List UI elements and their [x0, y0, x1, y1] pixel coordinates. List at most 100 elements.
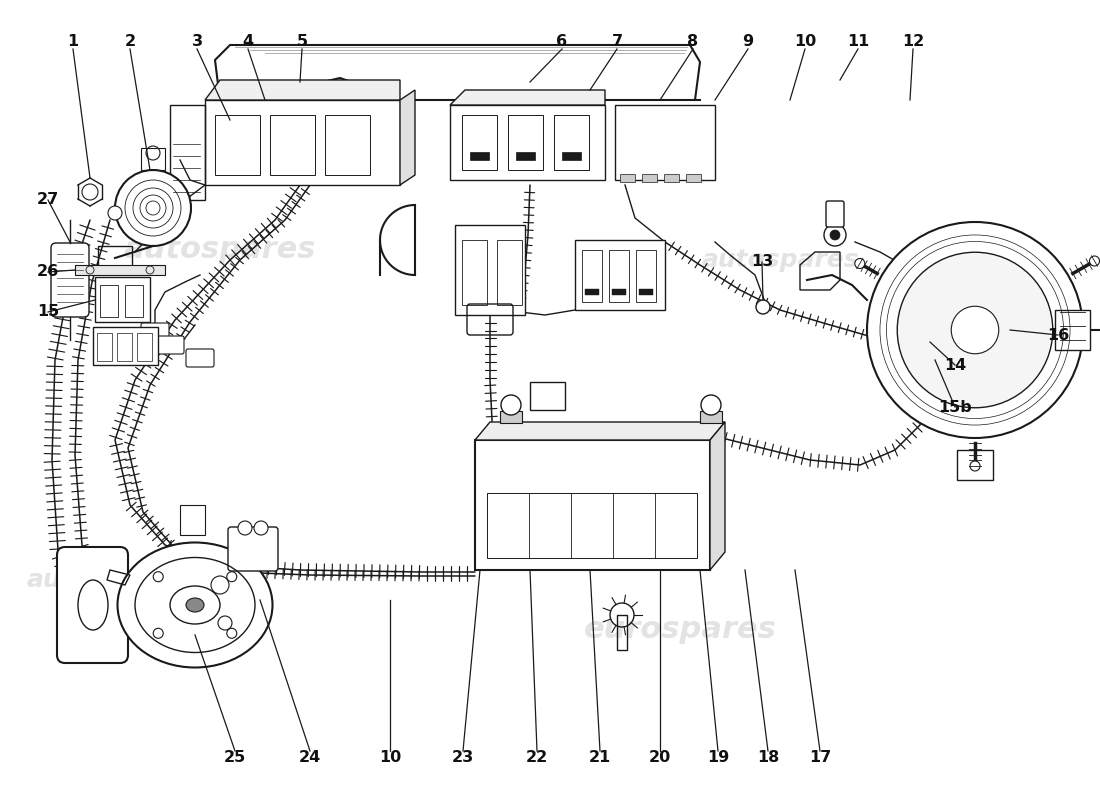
Text: 8: 8: [688, 34, 698, 50]
Bar: [205, 100, 400, 185]
Circle shape: [500, 395, 521, 415]
FancyBboxPatch shape: [156, 336, 184, 354]
Bar: [609, 250, 629, 302]
Circle shape: [701, 395, 721, 415]
Bar: [664, 174, 679, 182]
Bar: [138, 333, 152, 361]
Text: 2: 2: [124, 34, 135, 50]
Circle shape: [756, 300, 770, 314]
Circle shape: [830, 230, 840, 240]
FancyBboxPatch shape: [51, 243, 89, 317]
Bar: [75, 265, 165, 275]
Circle shape: [227, 572, 236, 582]
Bar: [180, 505, 205, 535]
Bar: [585, 289, 600, 295]
Bar: [562, 152, 581, 160]
Bar: [487, 493, 697, 558]
FancyBboxPatch shape: [826, 201, 844, 227]
Bar: [957, 450, 993, 480]
Text: eurospares: eurospares: [584, 615, 777, 645]
Bar: [450, 105, 605, 180]
Circle shape: [1089, 256, 1100, 266]
Text: 10: 10: [378, 750, 402, 766]
Text: 1: 1: [67, 34, 78, 50]
Bar: [125, 285, 143, 317]
FancyBboxPatch shape: [57, 547, 128, 663]
FancyBboxPatch shape: [575, 240, 666, 310]
Bar: [98, 246, 132, 270]
FancyBboxPatch shape: [455, 225, 525, 315]
Text: 15: 15: [37, 305, 59, 319]
Bar: [700, 411, 722, 423]
Circle shape: [153, 628, 163, 638]
Bar: [97, 333, 112, 361]
Text: 10: 10: [794, 34, 816, 50]
Polygon shape: [475, 422, 725, 440]
Polygon shape: [205, 80, 400, 100]
Text: 13: 13: [751, 254, 773, 270]
Circle shape: [116, 170, 191, 246]
Text: autospares: autospares: [124, 235, 316, 265]
Ellipse shape: [118, 542, 273, 667]
Text: 21: 21: [588, 750, 612, 766]
Bar: [100, 285, 118, 317]
Text: 16: 16: [1047, 327, 1069, 342]
Circle shape: [108, 206, 122, 220]
Bar: [117, 333, 132, 361]
Bar: [1055, 310, 1090, 350]
Bar: [617, 615, 627, 650]
Text: 27: 27: [37, 193, 59, 207]
Polygon shape: [710, 422, 725, 570]
Ellipse shape: [186, 598, 204, 612]
FancyBboxPatch shape: [228, 527, 278, 571]
Circle shape: [867, 222, 1084, 438]
Bar: [470, 152, 490, 160]
Polygon shape: [400, 90, 415, 185]
Text: 19: 19: [707, 750, 729, 766]
Bar: [462, 115, 497, 170]
Polygon shape: [450, 90, 605, 105]
Bar: [686, 174, 701, 182]
Circle shape: [153, 572, 163, 582]
Text: 4: 4: [242, 34, 254, 50]
Bar: [620, 174, 635, 182]
Text: 7: 7: [612, 34, 623, 50]
Bar: [475, 440, 710, 570]
Bar: [642, 174, 657, 182]
Bar: [497, 240, 522, 305]
FancyBboxPatch shape: [186, 349, 214, 367]
Text: 12: 12: [902, 34, 924, 50]
Text: 6: 6: [557, 34, 568, 50]
Text: 26: 26: [37, 265, 59, 279]
Bar: [462, 240, 487, 305]
Circle shape: [855, 258, 865, 269]
Bar: [508, 115, 543, 170]
Bar: [141, 148, 165, 170]
Text: 11: 11: [847, 34, 869, 50]
Text: 24: 24: [299, 750, 321, 766]
Bar: [324, 115, 370, 175]
Circle shape: [824, 224, 846, 246]
Bar: [500, 411, 522, 423]
Text: 9: 9: [742, 34, 754, 50]
Text: 15b: 15b: [938, 399, 972, 414]
Circle shape: [227, 628, 236, 638]
Text: 3: 3: [191, 34, 202, 50]
Text: 20: 20: [649, 750, 671, 766]
Bar: [554, 115, 588, 170]
Circle shape: [254, 521, 268, 535]
Bar: [214, 115, 260, 175]
Text: 25: 25: [224, 750, 246, 766]
Bar: [270, 115, 315, 175]
Circle shape: [952, 306, 999, 354]
Circle shape: [238, 521, 252, 535]
Text: 14: 14: [944, 358, 966, 373]
Text: autospares: autospares: [701, 248, 859, 272]
Text: 18: 18: [757, 750, 779, 766]
Text: 5: 5: [296, 34, 308, 50]
FancyBboxPatch shape: [95, 277, 150, 322]
Text: autospares: autospares: [26, 568, 184, 592]
Bar: [582, 250, 602, 302]
Text: 17: 17: [808, 750, 832, 766]
Bar: [639, 289, 653, 295]
